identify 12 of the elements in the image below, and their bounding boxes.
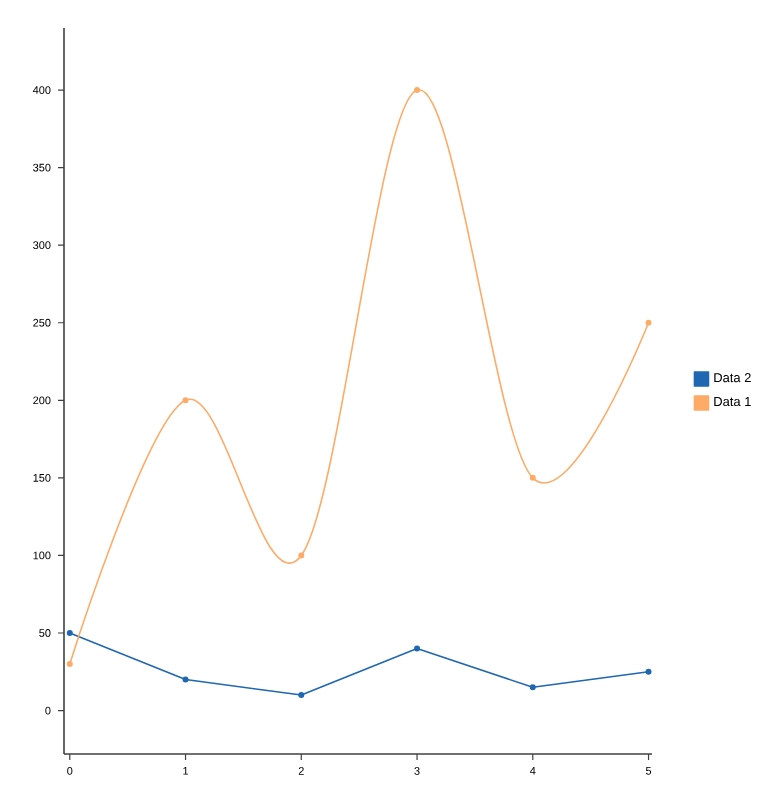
point (414, 645, 421, 652)
point (529, 684, 536, 691)
point (182, 676, 189, 683)
point (645, 668, 652, 675)
point (66, 630, 73, 636)
point (298, 552, 305, 559)
point (529, 474, 536, 481)
point (66, 661, 73, 668)
point (414, 87, 421, 94)
point (298, 692, 305, 699)
point (645, 319, 652, 326)
point (182, 397, 189, 404)
